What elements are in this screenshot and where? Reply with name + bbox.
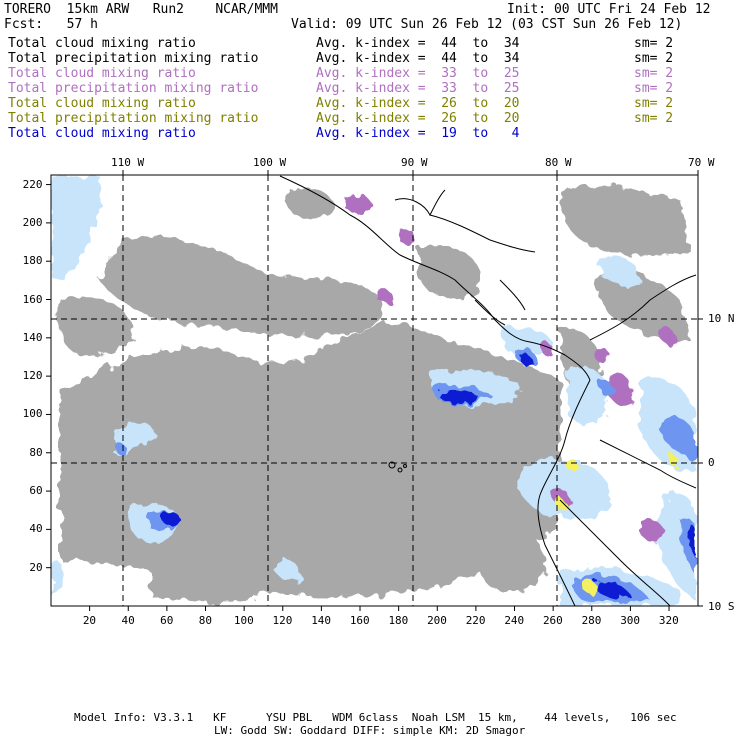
legend-smoothing: sm= 2: [634, 66, 674, 81]
y-tick-label: 140: [22, 330, 43, 344]
init-time: Init: 00 UTC Fri 24 Feb 12: [507, 2, 711, 17]
x-tick-label: 280: [581, 614, 602, 627]
x-tick-label: 120: [272, 614, 293, 627]
lon-label-110w: 110 W: [111, 156, 145, 169]
valid-time: Valid: 09 UTC Sun 26 Feb 12 (03 CST Sun …: [291, 17, 683, 32]
legend-smoothing: sm= 2: [634, 51, 674, 66]
lat-label-10s: 10 S: [708, 600, 735, 613]
legend-field-name: Total precipitation mixing ratio: [8, 111, 259, 126]
legend-kindex: Avg. k-index = 26 to 20: [316, 96, 520, 111]
y-tick-label: 100: [22, 407, 43, 421]
lon-label-90w: 90 W: [401, 156, 428, 169]
lon-label-80w: 80 W: [545, 156, 572, 169]
legend-field-name: Total precipitation mixing ratio: [8, 51, 259, 66]
y-ticks: [46, 184, 51, 569]
x-tick-label: 140: [311, 614, 332, 627]
legend-smoothing: sm= 2: [634, 81, 674, 96]
legend-kindex: Avg. k-index = 33 to 25: [316, 81, 520, 96]
y-tick-label: 40: [29, 522, 43, 536]
x-tick-label: 240: [504, 614, 525, 627]
cloud-field-deep-blue: [162, 354, 696, 599]
x-tick-label: 40: [121, 614, 135, 627]
lon-label-70w: 70 W: [688, 156, 715, 169]
legend-kindex: Avg. k-index = 44 to 34: [316, 51, 520, 66]
x-tick-label: 260: [542, 614, 563, 627]
legend-smoothing: sm= 2: [634, 96, 674, 111]
forecast-hour: Fcst: 57 h: [4, 17, 98, 32]
cloud-field-yellow: [554, 454, 679, 594]
legend-field-name: Total cloud mixing ratio: [8, 36, 196, 51]
y-tick-label: 200: [22, 215, 43, 229]
x-tick-label: 100: [233, 614, 254, 627]
legend-smoothing: sm= 2: [634, 111, 674, 126]
x-tick-label: 220: [465, 614, 486, 627]
legend-field-name: Total cloud mixing ratio: [8, 96, 196, 111]
lon-tick-marks: [122, 170, 703, 607]
legend-field-name: Total cloud mixing ratio: [8, 126, 196, 141]
lon-label-100w: 100 W: [253, 156, 287, 169]
x-tick-label: 200: [427, 614, 447, 627]
x-tick-label: 80: [198, 614, 212, 627]
legend-kindex: Avg. k-index = 44 to 34: [316, 36, 520, 51]
y-tick-label: 120: [22, 369, 43, 383]
x-ticks: [89, 606, 670, 611]
x-tick-label: 20: [82, 614, 97, 627]
coastlines: [279, 175, 697, 606]
legend-smoothing: sm= 2: [634, 36, 674, 51]
legend-kindex: Avg. k-index = 33 to 25: [316, 66, 520, 81]
legend-kindex: Avg. k-index = 19 to 4: [316, 126, 520, 141]
x-tick-label: 160: [349, 614, 370, 627]
x-tick-label: 320: [658, 614, 679, 627]
y-tick-label: 20: [29, 560, 43, 574]
y-tick-label: 160: [22, 292, 43, 306]
y-tick-label: 220: [22, 177, 43, 191]
plot-frame: [50, 174, 699, 607]
lat-label-10n: 10 N: [708, 312, 735, 325]
x-tick-label: 300: [620, 614, 641, 627]
model-info-line1: Model Info: V3.3.1 KF YSU PBL WDM 6class…: [74, 711, 677, 724]
model-title: TORERO 15km ARW Run2 NCAR/MMM: [4, 2, 278, 17]
y-tick-label: 60: [29, 484, 43, 498]
lat-label-0: 0: [708, 456, 715, 469]
y-tick-label: 180: [22, 254, 43, 268]
x-tick-label: 180: [388, 614, 409, 627]
y-tick-label: 80: [29, 445, 43, 459]
legend-kindex: Avg. k-index = 26 to 20: [316, 111, 520, 126]
x-tick-label: 60: [160, 614, 174, 627]
model-info-line2: LW: Godd SW: Goddard DIFF: simple KM: 2D…: [214, 724, 526, 737]
legend-field-name: Total precipitation mixing ratio: [8, 81, 259, 96]
legend-field-name: Total cloud mixing ratio: [8, 66, 196, 81]
lat-lon-grid: [51, 175, 698, 606]
